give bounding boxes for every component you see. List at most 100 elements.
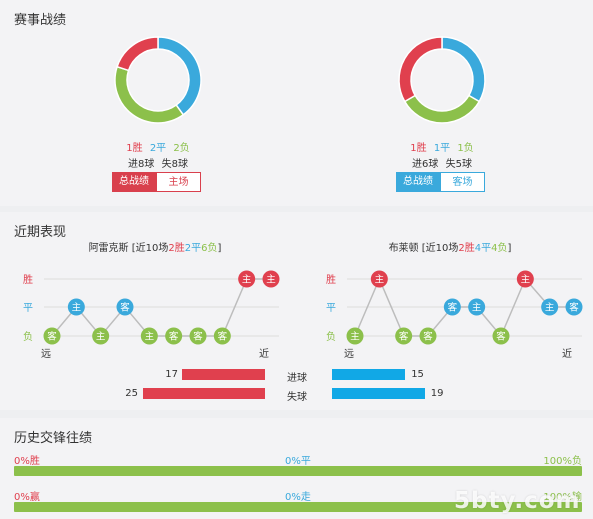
match-point-draw — [468, 298, 486, 316]
left-draw-count: 2平 — [149, 143, 167, 154]
left-goals-against-bar — [143, 388, 265, 399]
right-total-record-tab[interactable]: 总战绩 — [396, 172, 440, 192]
left-goals-for-bar — [182, 369, 265, 380]
left-total-record-tab[interactable]: 总战绩 — [112, 172, 156, 192]
donut-slice-win — [398, 36, 443, 103]
head-to-head-section: 历史交锋往绩 0%胜 0%平 100%负 0%赢 0%走 100%输 — [0, 418, 593, 519]
right-summary-prefix: [近10场 — [421, 243, 459, 254]
goals-against-label: 失球 — [287, 392, 307, 403]
row-label-win: 胜 — [326, 274, 336, 286]
right-draw-count: 1平 — [433, 143, 451, 154]
left-goals-against-value: 25 — [125, 388, 138, 399]
left-team-summary: 阿雷克斯 [近10场2胜2平6负] — [30, 239, 280, 254]
right-team-summary: 布莱顿 [近10场2胜4平4负] — [320, 239, 580, 254]
match-point-loss — [346, 327, 364, 345]
left-summary-prefix: [近10场 — [131, 243, 169, 254]
match-venue-label: 客 — [423, 331, 433, 343]
row-label-draw: 平 — [23, 303, 33, 314]
match-point-loss — [189, 327, 207, 345]
right-away-record-tab[interactable]: 客场 — [440, 172, 485, 192]
match-venue-label: 主 — [545, 302, 555, 314]
match-point-loss — [492, 327, 510, 345]
match-point-loss — [92, 327, 110, 345]
match-venue-label: 主 — [375, 274, 385, 286]
match-point-loss — [165, 327, 183, 345]
right-summary-suffix: ] — [507, 243, 512, 254]
left-wdl-stats: 1胜 2平 2负 — [78, 139, 238, 154]
right-recent-losses: 4负 — [491, 243, 508, 254]
match-point-loss — [419, 327, 437, 345]
h2h-draw-pct: 0%平 — [285, 456, 311, 467]
match-point-win — [238, 270, 256, 288]
right-recent-draws: 4平 — [474, 243, 492, 254]
row-label-loss: 负 — [326, 330, 336, 343]
row-label-win: 胜 — [23, 274, 33, 286]
left-goals-for: 进8球 — [128, 159, 155, 170]
match-venue-label: 客 — [120, 302, 130, 314]
left-recent-draws: 2平 — [184, 243, 202, 254]
recent-title: 近期表现 — [14, 225, 67, 240]
left-goals-against: 失8球 — [161, 159, 188, 170]
right-team-name: 布莱顿 — [388, 243, 419, 254]
match-point-win — [262, 270, 280, 288]
match-venue-label: 主 — [266, 274, 276, 286]
donut-slice-draw — [157, 36, 202, 116]
record-title: 赛事战绩 — [14, 13, 67, 28]
form-line — [51, 278, 271, 338]
right-goal-stats: 进6球 失5球 — [362, 155, 522, 170]
match-venue-label: 客 — [569, 302, 579, 314]
match-point-win — [370, 270, 388, 288]
donut-slice-loss — [403, 94, 481, 124]
left-win-count: 1胜 — [126, 143, 143, 154]
right-loss-count: 1负 — [457, 143, 474, 154]
match-venue-label: 主 — [72, 302, 82, 314]
match-venue-label: 主 — [242, 274, 252, 286]
h2h-handicap-win-pct: 0%赢 — [14, 492, 40, 503]
match-point-loss — [213, 327, 231, 345]
row-label-loss: 负 — [23, 330, 33, 343]
h2h-handicap-bar — [14, 502, 582, 512]
match-venue-label: 客 — [496, 331, 506, 343]
row-label-draw: 平 — [326, 303, 336, 314]
match-point-draw — [541, 298, 559, 316]
h2h-result-bar — [14, 466, 582, 476]
match-point-loss — [140, 327, 158, 345]
right-win-count: 1胜 — [410, 143, 427, 154]
left-record-donut — [114, 36, 202, 124]
match-venue-label: 客 — [47, 331, 57, 343]
h2h-win-pct: 0%胜 — [14, 456, 40, 467]
match-venue-label: 主 — [521, 274, 531, 286]
far-label: 远 — [41, 348, 51, 360]
match-point-win — [516, 270, 534, 288]
right-recent-wins: 2胜 — [458, 243, 475, 254]
site-watermark: 5bty.com — [454, 488, 581, 514]
goals-for-label: 进球 — [287, 373, 307, 384]
left-home-record-tab[interactable]: 主场 — [156, 172, 201, 192]
h2h-handicap-loss-pct: 100%输 — [543, 492, 582, 503]
near-label: 近 — [562, 347, 572, 360]
match-venue-label: 主 — [145, 331, 155, 343]
right-form-chart: 胜平负 主主客 客客 主客主主 客远近 — [326, 270, 583, 360]
h2h-handicap-push-pct: 0%走 — [285, 492, 311, 503]
match-point-loss — [395, 327, 413, 345]
left-team-name: 阿雷克斯 — [88, 243, 129, 254]
match-point-draw — [116, 298, 134, 316]
right-record-donut — [398, 36, 486, 124]
record-section: 赛事战绩 1胜 2平 2负 进8球 失8球 总战绩 主场 1胜 1平 1负 进6… — [0, 0, 593, 206]
match-venue-label: 客 — [169, 331, 179, 343]
h2h-title: 历史交锋往绩 — [14, 431, 93, 446]
left-summary-suffix: ] — [217, 243, 222, 254]
left-form-chart: 胜平负 客主主客主客客客主 主远近 — [23, 270, 280, 360]
match-point-loss — [43, 327, 61, 345]
right-goals-for-bar — [332, 369, 406, 380]
match-venue-label: 客 — [218, 331, 228, 343]
donut-slice-loss — [114, 65, 185, 124]
near-label: 近 — [259, 347, 269, 360]
right-goals-for: 进6球 — [412, 159, 439, 170]
match-point-draw — [443, 298, 461, 316]
left-loss-count: 2负 — [173, 143, 190, 154]
match-venue-label: 客 — [399, 331, 409, 343]
match-venue-label: 客 — [448, 302, 458, 314]
recent-form-section: 近期表现 阿雷克斯 [近10场2胜2平6负] 布莱顿 [近10场2胜4平4负] … — [0, 212, 593, 410]
match-venue-label: 主 — [472, 302, 482, 314]
